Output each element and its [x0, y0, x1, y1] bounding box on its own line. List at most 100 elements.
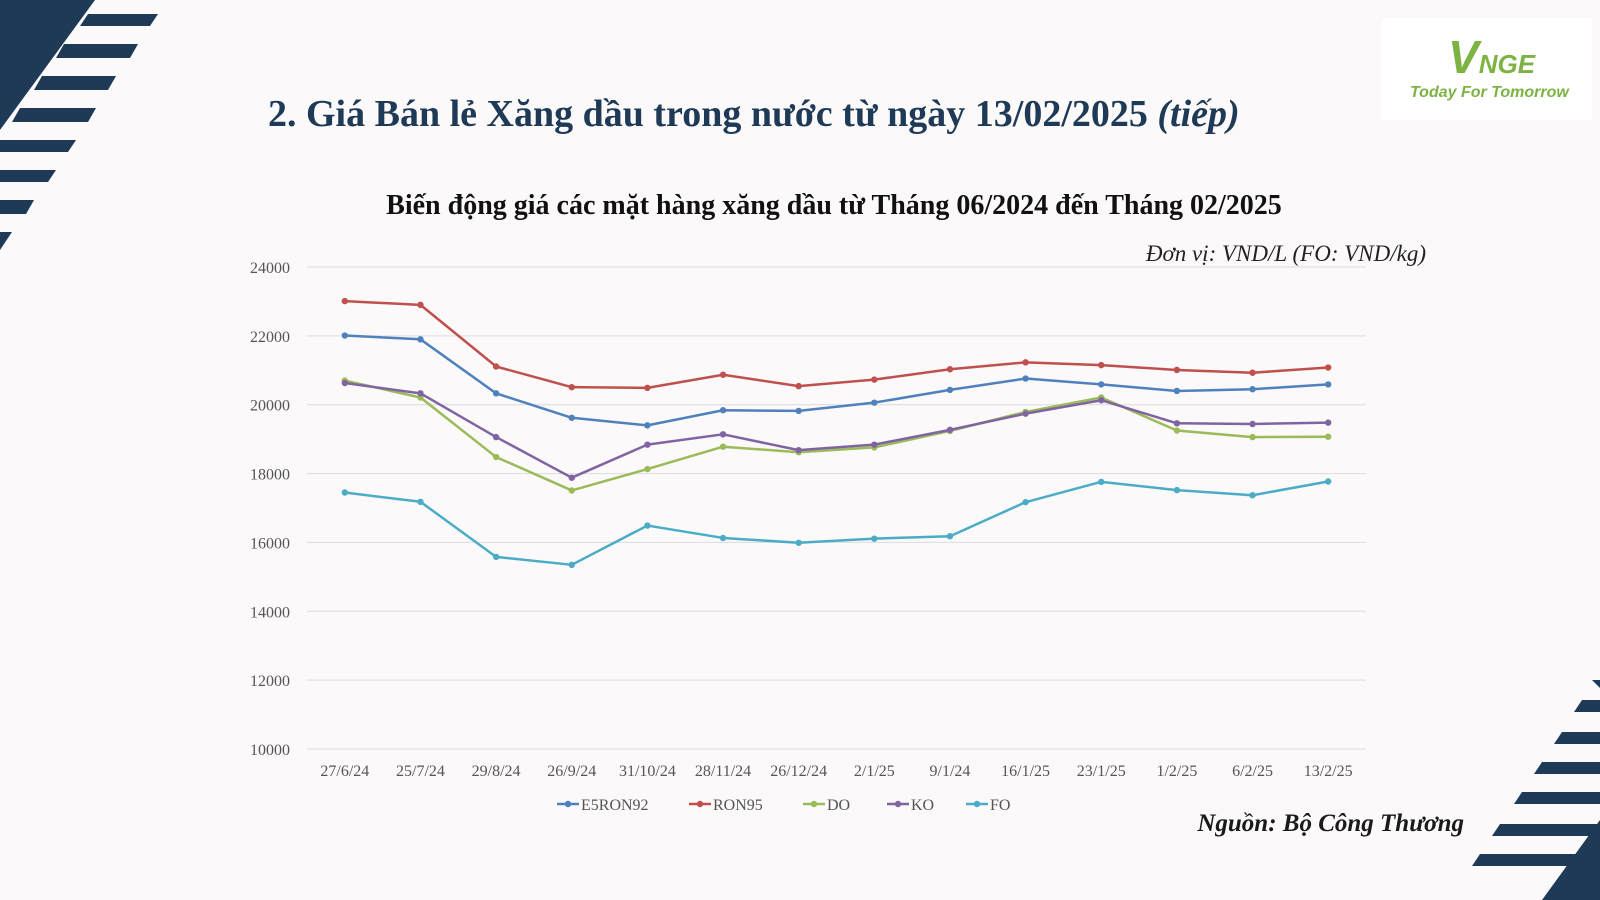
y-tick-label: 14000 — [250, 604, 290, 621]
legend-label: DO — [827, 797, 850, 814]
data-point — [417, 498, 424, 506]
logo-mark-v: V — [1448, 31, 1479, 83]
data-point — [1324, 478, 1332, 485]
company-logo: VNGE Today For Tomorrow — [1382, 18, 1592, 120]
data-point — [568, 487, 575, 494]
y-axis-ticks: 10000 12000 14000 16000 18000 20000 22000 24000 — [250, 260, 290, 759]
data-point — [946, 426, 954, 434]
x-tick-label: 9/1/24 — [930, 763, 971, 780]
data-point — [795, 446, 802, 454]
data-point — [871, 399, 878, 406]
data-point — [1022, 375, 1029, 382]
slide-title: 2. Giá Bán lẻ Xăng dầu trong nước từ ngà… — [268, 92, 1240, 136]
y-tick-label: 18000 — [250, 467, 290, 484]
data-point — [568, 561, 575, 569]
data-point — [1173, 486, 1181, 494]
data-point — [644, 441, 651, 448]
series-line — [344, 480, 1329, 567]
data-point — [1249, 420, 1256, 428]
data-point — [341, 489, 349, 496]
data-point — [1022, 359, 1029, 366]
chart-title: Biến động giá các mặt hàng xăng dầu từ T… — [386, 190, 1282, 221]
data-point — [1173, 420, 1181, 427]
data-point — [1324, 419, 1332, 426]
series-ron95 — [341, 297, 1332, 392]
data-point — [1098, 361, 1105, 369]
data-point — [1173, 427, 1181, 434]
series-line — [344, 381, 1329, 479]
data-point — [492, 553, 500, 561]
data-point — [492, 363, 500, 370]
data-point — [1249, 386, 1256, 393]
legend-item-do: DO — [803, 797, 850, 814]
series-line — [344, 299, 1329, 390]
decorative-stripes-top-left — [0, 0, 158, 250]
data-point — [568, 383, 575, 391]
x-axis-ticks: 27/6/24 25/7/24 29/8/24 26/9/24 31/10/24 28/1… — [320, 763, 1352, 780]
data-point — [1022, 498, 1029, 506]
logo-tagline: Today For Tomorrow — [1410, 84, 1569, 101]
series-line — [344, 334, 1329, 427]
legend-label: E5RON92 — [581, 797, 649, 814]
data-point — [871, 376, 878, 383]
y-tick-label: 20000 — [250, 398, 290, 415]
x-tick-label: 27/6/24 — [320, 763, 369, 780]
x-tick-label: 31/10/24 — [619, 763, 676, 780]
x-tick-label: 28/11/24 — [695, 763, 751, 780]
legend-item-ron95: RON95 — [689, 797, 763, 814]
data-point — [871, 535, 878, 542]
data-point — [946, 386, 954, 394]
data-point — [644, 465, 651, 473]
data-point — [1098, 381, 1105, 388]
x-tick-label: 26/9/24 — [547, 763, 596, 780]
data-point — [644, 384, 651, 392]
series-line — [344, 379, 1329, 492]
data-point — [568, 414, 575, 421]
x-tick-label: 29/8/24 — [472, 763, 521, 780]
data-point — [795, 382, 802, 390]
data-point — [417, 301, 424, 309]
data-point — [946, 366, 954, 373]
data-point — [568, 474, 575, 481]
x-tick-label: 1/2/25 — [1156, 763, 1197, 780]
legend-label: FO — [990, 797, 1010, 814]
decorative-stripes-bottom-right — [1472, 680, 1600, 900]
grid-lines — [307, 266, 1366, 750]
x-tick-label: 2/1/25 — [854, 763, 895, 780]
data-point — [1249, 492, 1256, 499]
logo-mark: VNGE — [1448, 30, 1535, 84]
slide-title-suffix: (tiếp) — [1157, 93, 1240, 135]
source-note: Nguồn: Bộ Công Thương — [1197, 810, 1464, 837]
data-point — [1324, 433, 1332, 440]
data-point — [719, 443, 727, 450]
x-tick-label: 13/2/25 — [1304, 763, 1353, 780]
series-fo — [341, 478, 1332, 569]
series-ko — [341, 379, 1332, 481]
data-point — [417, 336, 424, 343]
y-tick-label: 16000 — [250, 535, 290, 552]
data-point — [719, 371, 727, 378]
data-point — [795, 407, 802, 415]
legend-item-ko: KO — [887, 797, 934, 814]
data-point — [417, 390, 424, 397]
data-point — [341, 297, 349, 305]
unit-label: Đơn vị: VND/L (FO: VND/kg) — [1145, 241, 1426, 266]
data-point — [1173, 387, 1181, 395]
series-e5ron92 — [341, 332, 1332, 429]
data-point — [492, 453, 500, 461]
data-point — [719, 431, 727, 438]
series-do — [341, 377, 1332, 494]
data-point — [871, 441, 878, 448]
slide-title-main: 2. Giá Bán lẻ Xăng dầu trong nước từ ngà… — [268, 93, 1148, 135]
legend-label: RON95 — [713, 797, 763, 814]
data-point — [492, 390, 500, 397]
data-point — [341, 379, 349, 387]
legend-item-fo: FO — [966, 797, 1010, 814]
data-point — [644, 522, 651, 529]
legend-swatch-marker — [696, 800, 704, 808]
data-point — [1173, 366, 1181, 374]
data-point — [1324, 381, 1332, 388]
y-tick-label: 12000 — [250, 673, 290, 690]
x-tick-label: 16/1/25 — [1001, 763, 1050, 780]
legend-item-e5ron92: E5RON92 — [557, 797, 649, 814]
